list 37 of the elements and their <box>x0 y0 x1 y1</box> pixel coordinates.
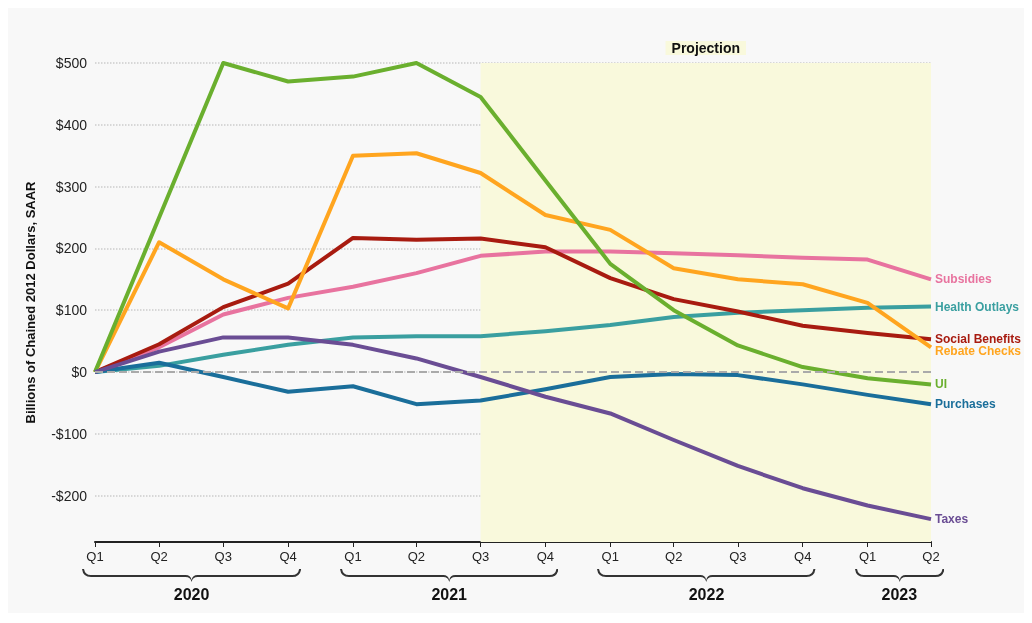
x-tick-label: Q1 <box>86 549 104 564</box>
x-tick-label: Q2 <box>665 549 683 564</box>
y-tick-label: $0 <box>71 364 88 381</box>
text: 2020 <box>173 585 210 603</box>
x-tick-label: Q1 <box>601 549 619 564</box>
y-tick-label: $200 <box>55 240 88 257</box>
y-tick-label: -$100 <box>51 425 88 442</box>
band-label: Projection <box>671 40 741 56</box>
series-label: Taxes <box>935 512 969 527</box>
x-tick-label: Q4 <box>279 549 297 564</box>
y-axis-title: Billions of Chained 2012 Dollars, SAAR <box>23 180 38 424</box>
x-tick-label: Q2 <box>922 549 940 564</box>
y-tick-label: $300 <box>55 178 88 195</box>
x-tick-label: Q4 <box>536 549 555 564</box>
series-label: Purchases <box>935 397 997 412</box>
x-tick-label: Q3 <box>214 549 232 564</box>
text: 2022 <box>688 585 725 603</box>
line-series <box>93 61 933 387</box>
y-tick-label: -$200 <box>51 487 88 504</box>
series-label: Rebate Checks <box>935 344 1022 359</box>
y-tick-label: $100 <box>55 302 88 319</box>
x-tick-label: Q1 <box>344 549 362 564</box>
x-tick-label: Q4 <box>794 549 812 564</box>
text: 2023 <box>881 585 918 603</box>
x-tick-label: Q3 <box>471 549 490 564</box>
y-tick-label: $400 <box>55 116 88 133</box>
series-label: Health Outlays <box>935 299 1020 314</box>
x-tick-label: Q1 <box>858 549 877 564</box>
y-tick-label: $500 <box>55 55 88 71</box>
text: 2021 <box>431 585 468 603</box>
series-label: Social Benefits <box>935 332 1022 347</box>
x-tick-label: Q2 <box>407 549 426 564</box>
series-label: UI <box>935 377 947 392</box>
series-label: Subsidies <box>935 272 993 287</box>
line-series <box>93 335 933 522</box>
x-tick-label: Q2 <box>150 549 168 564</box>
x-tick-label: Q3 <box>729 549 747 564</box>
